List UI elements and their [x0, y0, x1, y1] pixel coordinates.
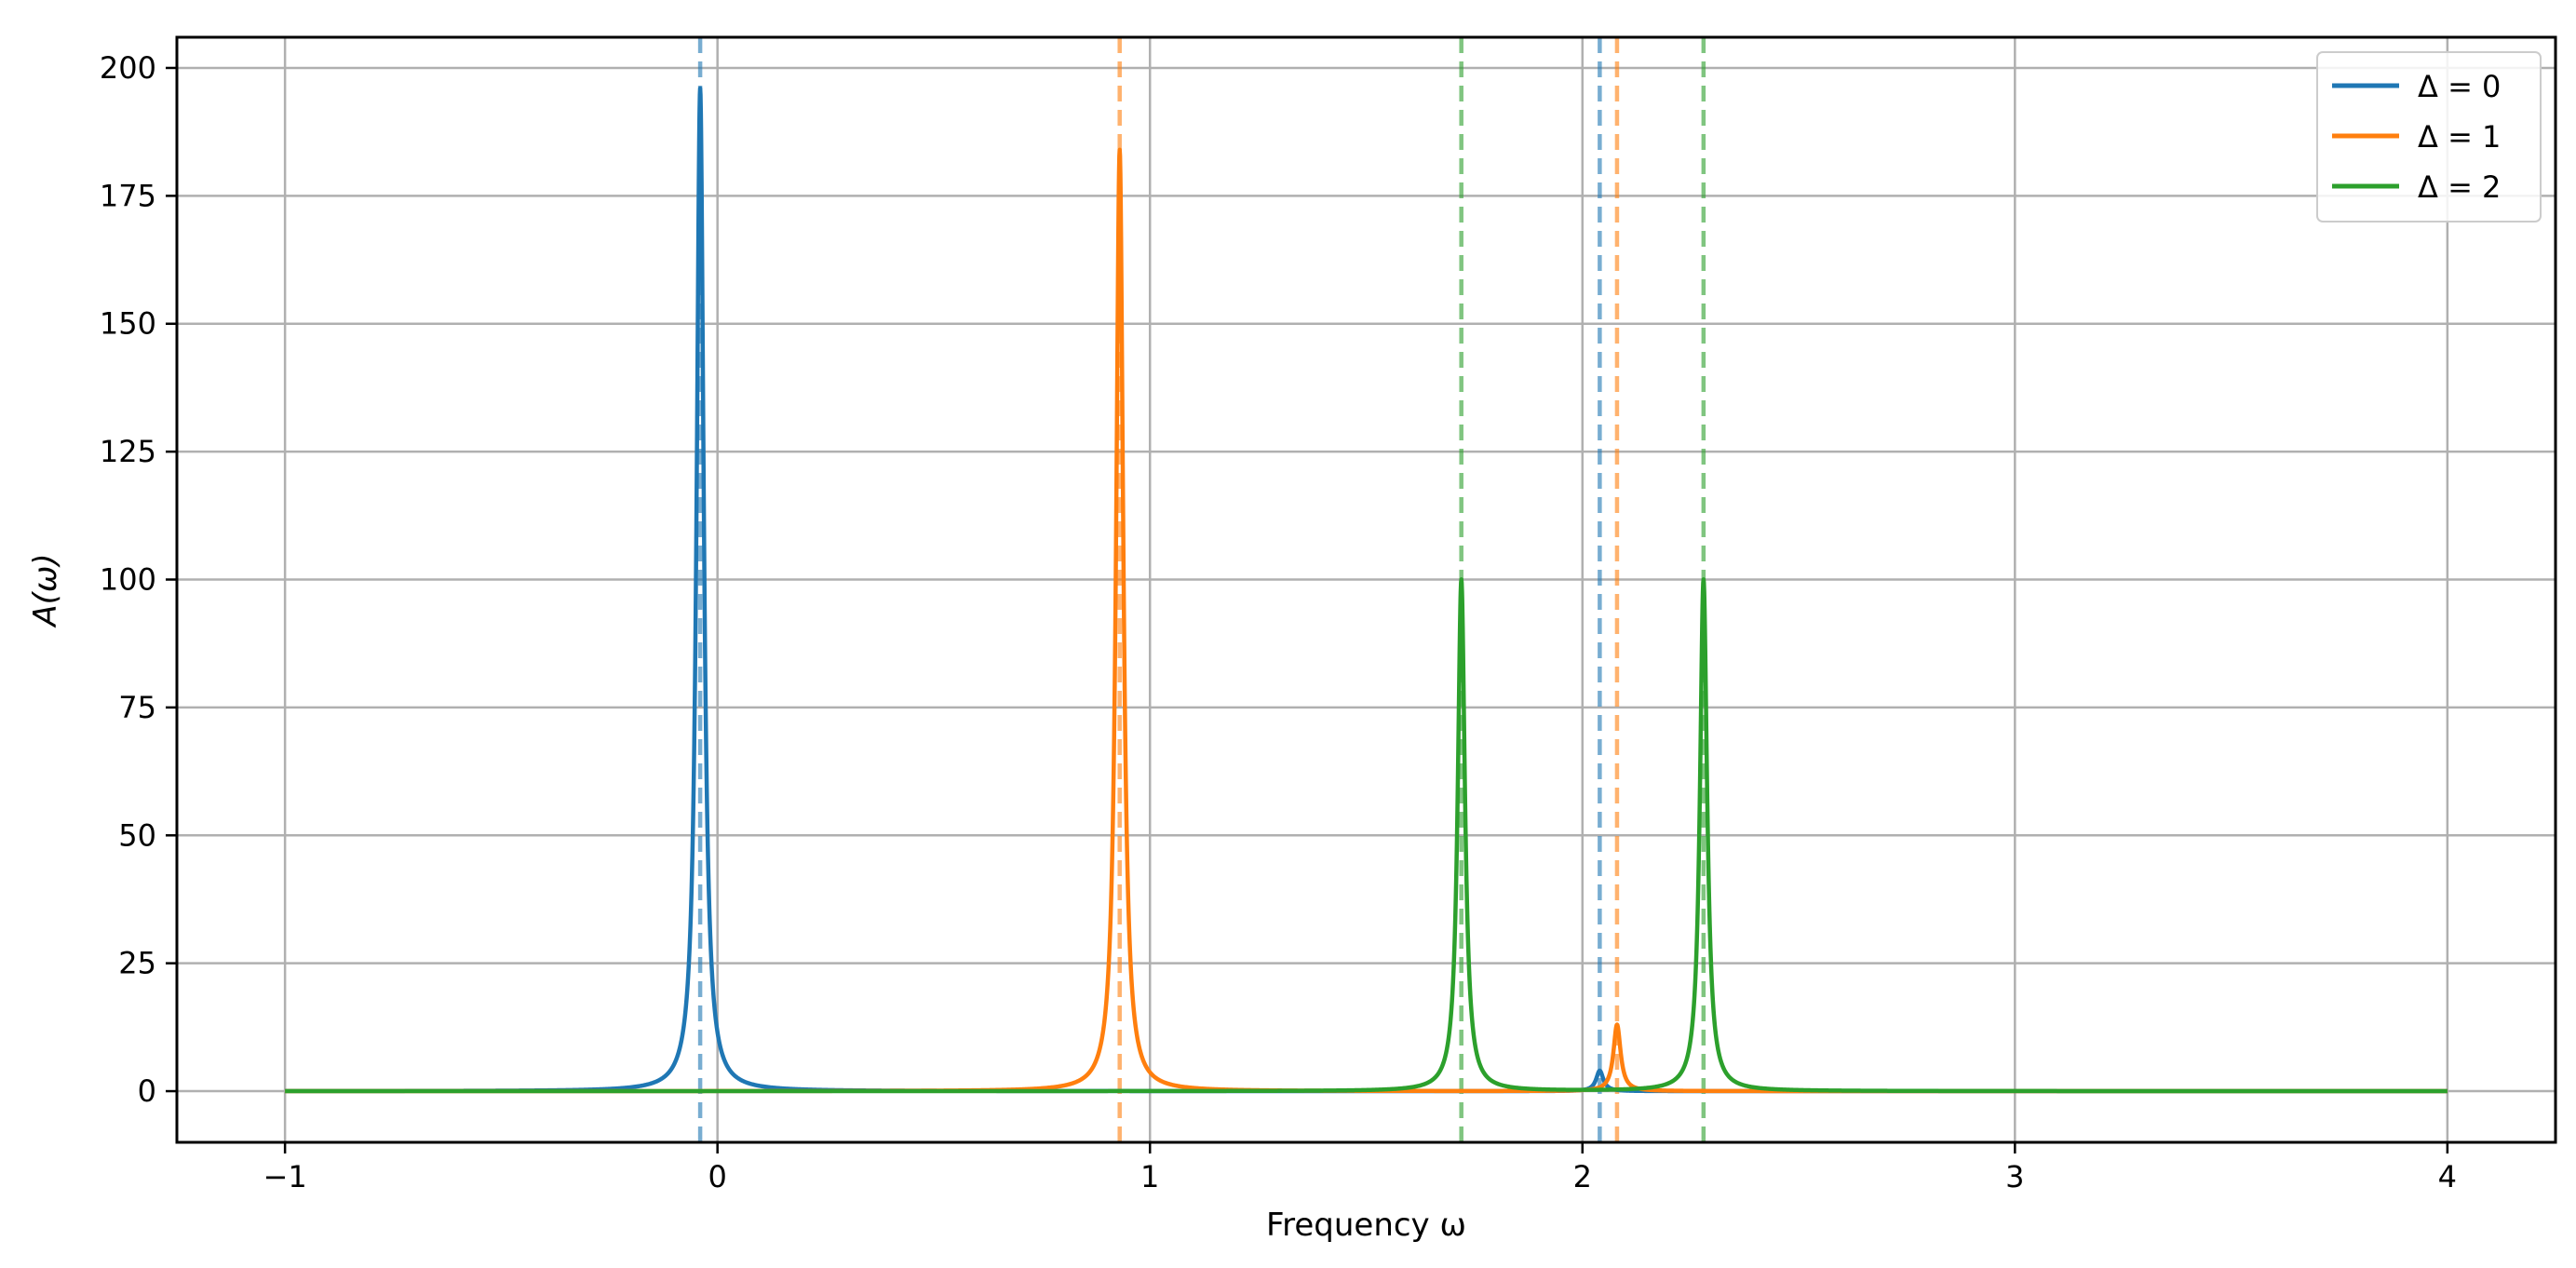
y-tick-label: 25: [118, 946, 156, 981]
legend: Δ = 0 Δ = 1 Δ = 2: [2316, 51, 2542, 223]
x-tick-label: 3: [2005, 1159, 2024, 1194]
y-tick-label: 200: [100, 50, 156, 86]
x-tick-label: 1: [1140, 1159, 1159, 1194]
series-layer: [283, 86, 2449, 1094]
x-tick-label: 0: [708, 1159, 727, 1194]
y-tick-label: 125: [100, 434, 156, 469]
y-tick-label: 175: [100, 178, 156, 213]
legend-box: [2316, 51, 2542, 223]
x-tick-label: 4: [2438, 1159, 2457, 1194]
series-line: [283, 577, 2449, 1094]
x-axis-label: Frequency ω: [1266, 1207, 1466, 1244]
y-tick-label: 75: [118, 690, 156, 725]
plot-frame: [175, 35, 2557, 1144]
y-axis-label: A(ω): [27, 553, 64, 627]
tick-layer: −1 0 1 2 3 4 0 25 50 75 100 125 150 175 200: [100, 50, 2457, 1194]
legend-label: Δ = 0: [2418, 69, 2501, 104]
x-tick-label: 2: [1573, 1159, 1592, 1194]
legend-label: Δ = 2: [2418, 169, 2501, 205]
y-tick-label: 0: [138, 1073, 156, 1109]
legend-label: Δ = 1: [2418, 119, 2501, 155]
y-tick-label: 50: [118, 817, 156, 853]
y-tick-label: 150: [100, 306, 156, 342]
y-tick-label: 100: [100, 562, 156, 598]
x-tick-label: −1: [263, 1159, 307, 1194]
